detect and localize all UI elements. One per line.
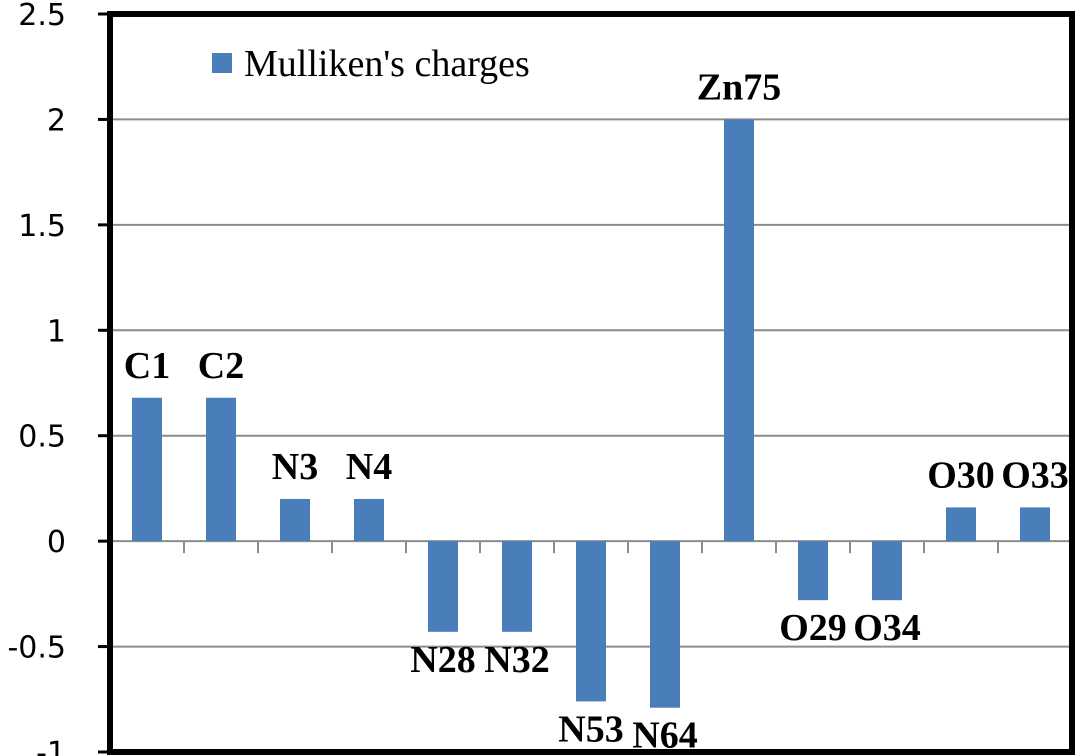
data-label-n3: N3: [272, 446, 318, 488]
bar-n64: [650, 541, 680, 708]
bar-n4: [354, 498, 384, 542]
bar-n3: [280, 498, 310, 542]
bar-n32: [502, 541, 532, 632]
bar-zn75: [724, 119, 754, 542]
legend-label: Mulliken's charges: [244, 43, 530, 85]
bar-o29: [798, 541, 828, 601]
gridlines: [110, 118, 1072, 648]
data-label-n53: N53: [558, 708, 623, 750]
bars: [132, 119, 1050, 708]
bar-n53: [576, 541, 606, 702]
data-label-zn75: Zn75: [697, 66, 781, 108]
data-label-n32: N32: [484, 639, 549, 681]
y-tick-label: 1.5: [18, 209, 66, 244]
y-tick-label: 0: [47, 525, 66, 560]
y-tick-label: 0.5: [18, 420, 66, 455]
data-label-n28: N28: [410, 639, 475, 681]
bar-o33: [1020, 507, 1050, 542]
data-label-o34: O34: [853, 607, 921, 649]
y-tick-label: 2: [47, 103, 66, 138]
data-label-c2: C2: [198, 345, 244, 387]
data-label-n4: N4: [346, 446, 392, 488]
data-label-o30: O30: [927, 454, 995, 496]
y-tick-label: -1: [36, 736, 66, 756]
bar-o34: [872, 541, 902, 601]
data-label-o29: O29: [779, 607, 847, 649]
y-tick-label: 1: [47, 314, 66, 349]
bar-o30: [946, 507, 976, 542]
y-tick-label: 2.5: [18, 0, 66, 33]
legend-swatch: [212, 53, 232, 73]
plot-area-border: [107, 11, 1075, 755]
y-tick-label: -0.5: [7, 631, 66, 666]
bar-c2: [206, 397, 236, 542]
legend: Mulliken's charges: [212, 43, 530, 85]
y-axis-ticks: 2.5 2 1.5 1 0.5 0 -0.5 -1: [7, 0, 110, 756]
data-label-o33: O33: [1001, 454, 1069, 496]
data-label-c1: C1: [124, 345, 170, 387]
bar-n28: [428, 541, 458, 632]
bar-c1: [132, 397, 162, 542]
